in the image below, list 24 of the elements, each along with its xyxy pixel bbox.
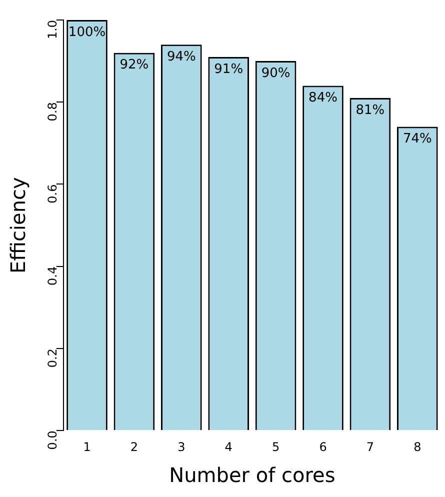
data-label: 100% (68, 24, 106, 40)
y-tick-label: 0.0 (46, 430, 60, 450)
y-axis-title: Efficiency (6, 176, 30, 274)
x-tick-label: 2 (130, 440, 138, 454)
data-label: 94% (166, 50, 196, 65)
y-tick-label: 0.6 (46, 184, 60, 204)
x-tick-label: 4 (224, 440, 232, 454)
data-label: 81% (356, 102, 385, 118)
y-tick-label: 0.8 (46, 102, 60, 122)
x-tick-label: 3 (178, 440, 186, 454)
x-tick-label: 1 (83, 440, 91, 454)
data-label: 74% (402, 132, 432, 147)
x-tick-label: 6 (319, 440, 327, 454)
x-tick-label: 5 (272, 440, 280, 454)
data-label: 91% (214, 62, 244, 77)
y-tick-label: 0.4 (46, 266, 60, 286)
data-label: 90% (261, 66, 290, 81)
x-tick-label: 7 (366, 440, 374, 454)
x-axis-title: Number of cores (169, 463, 336, 488)
x-tick-label: 8 (414, 440, 422, 454)
y-tick-label: 1.0 (46, 20, 60, 40)
data-label: 92% (120, 58, 149, 73)
data-label: 84% (308, 90, 338, 106)
y-tick-label: 0.2 (46, 348, 60, 368)
